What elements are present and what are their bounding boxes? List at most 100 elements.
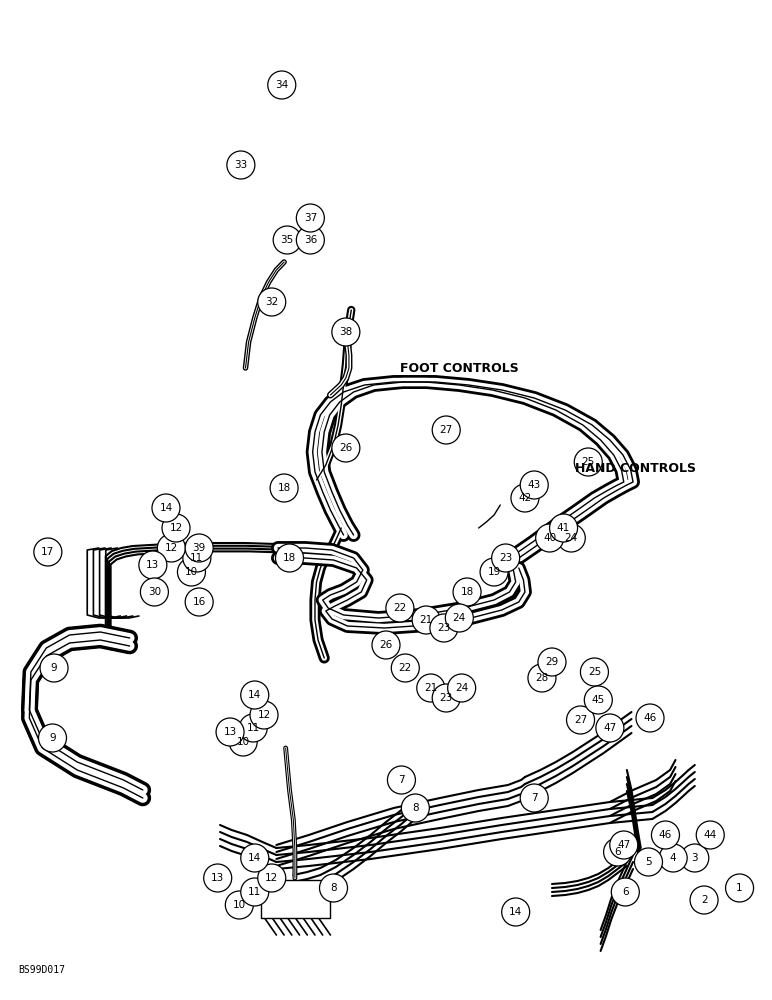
Circle shape	[227, 151, 255, 179]
Text: 8: 8	[412, 803, 418, 813]
Circle shape	[550, 514, 577, 542]
Text: 8: 8	[330, 883, 337, 893]
Circle shape	[258, 288, 286, 316]
Circle shape	[239, 714, 267, 742]
Text: 22: 22	[393, 603, 407, 613]
Text: 12: 12	[257, 710, 271, 720]
Text: 37: 37	[303, 213, 317, 223]
Text: 23: 23	[437, 623, 451, 633]
Circle shape	[432, 684, 460, 712]
Text: 10: 10	[232, 900, 246, 910]
Text: 13: 13	[223, 727, 237, 737]
Text: 10: 10	[185, 567, 198, 577]
Circle shape	[250, 701, 278, 729]
Text: 23: 23	[439, 693, 453, 703]
Circle shape	[258, 864, 286, 892]
Text: 47: 47	[617, 840, 631, 850]
Text: 45: 45	[591, 695, 605, 705]
Text: 11: 11	[190, 553, 204, 563]
Text: 43: 43	[527, 480, 541, 490]
Circle shape	[320, 874, 347, 902]
Text: 4: 4	[670, 853, 676, 863]
Circle shape	[241, 878, 269, 906]
Circle shape	[183, 544, 211, 572]
Text: 25: 25	[581, 457, 595, 467]
Text: 14: 14	[248, 690, 262, 700]
Text: 18: 18	[283, 553, 296, 563]
Text: 17: 17	[41, 547, 55, 557]
Circle shape	[178, 558, 205, 586]
Circle shape	[388, 766, 415, 794]
Text: 9: 9	[51, 663, 57, 673]
Circle shape	[225, 891, 253, 919]
Text: 2: 2	[701, 895, 707, 905]
Text: 46: 46	[643, 713, 657, 723]
Circle shape	[241, 681, 269, 709]
Circle shape	[273, 226, 301, 254]
Text: 12: 12	[169, 523, 183, 533]
Text: 42: 42	[518, 493, 532, 503]
Circle shape	[185, 534, 213, 562]
Text: 36: 36	[303, 235, 317, 245]
Text: 7: 7	[398, 775, 405, 785]
Circle shape	[391, 654, 419, 682]
Text: 11: 11	[246, 723, 260, 733]
Text: FOOT CONTROLS: FOOT CONTROLS	[400, 361, 519, 374]
Circle shape	[386, 594, 414, 622]
Circle shape	[445, 604, 473, 632]
Circle shape	[157, 534, 185, 562]
Text: 21: 21	[424, 683, 438, 693]
Circle shape	[152, 494, 180, 522]
Circle shape	[448, 674, 476, 702]
Text: 34: 34	[275, 80, 289, 90]
Text: 14: 14	[509, 907, 523, 917]
Circle shape	[270, 474, 298, 502]
Text: 28: 28	[535, 673, 549, 683]
Circle shape	[652, 821, 679, 849]
Circle shape	[204, 864, 232, 892]
Text: 13: 13	[146, 560, 160, 570]
Circle shape	[432, 416, 460, 444]
Text: 30: 30	[147, 587, 161, 597]
Circle shape	[520, 471, 548, 499]
Text: 14: 14	[159, 503, 173, 513]
Circle shape	[610, 831, 638, 859]
Text: 40: 40	[543, 533, 557, 543]
Circle shape	[430, 614, 458, 642]
Text: 7: 7	[531, 793, 537, 803]
Text: 6: 6	[622, 887, 628, 897]
Circle shape	[296, 226, 324, 254]
Circle shape	[372, 631, 400, 659]
Circle shape	[681, 844, 709, 872]
Text: 38: 38	[339, 327, 353, 337]
Text: 27: 27	[574, 715, 587, 725]
Text: 33: 33	[234, 160, 248, 170]
Circle shape	[40, 654, 68, 682]
Circle shape	[502, 898, 530, 926]
Text: 9: 9	[49, 733, 56, 743]
Text: 12: 12	[265, 873, 279, 883]
Circle shape	[162, 514, 190, 542]
Text: 18: 18	[460, 587, 474, 597]
Text: 44: 44	[703, 830, 717, 840]
Circle shape	[604, 838, 631, 866]
Circle shape	[229, 728, 257, 756]
Bar	[261, 880, 330, 918]
Circle shape	[453, 578, 481, 606]
Text: 21: 21	[419, 615, 433, 625]
Text: 16: 16	[192, 597, 206, 607]
Text: 41: 41	[557, 523, 571, 533]
Circle shape	[276, 544, 303, 572]
Circle shape	[417, 674, 445, 702]
Text: 23: 23	[499, 553, 513, 563]
Text: 5: 5	[645, 857, 652, 867]
Text: 27: 27	[439, 425, 453, 435]
Circle shape	[596, 714, 624, 742]
Text: BS99D017: BS99D017	[18, 965, 65, 975]
Circle shape	[39, 724, 66, 752]
Text: 22: 22	[398, 663, 412, 673]
Text: 26: 26	[379, 640, 393, 650]
Circle shape	[584, 686, 612, 714]
Circle shape	[659, 844, 687, 872]
Circle shape	[241, 844, 269, 872]
